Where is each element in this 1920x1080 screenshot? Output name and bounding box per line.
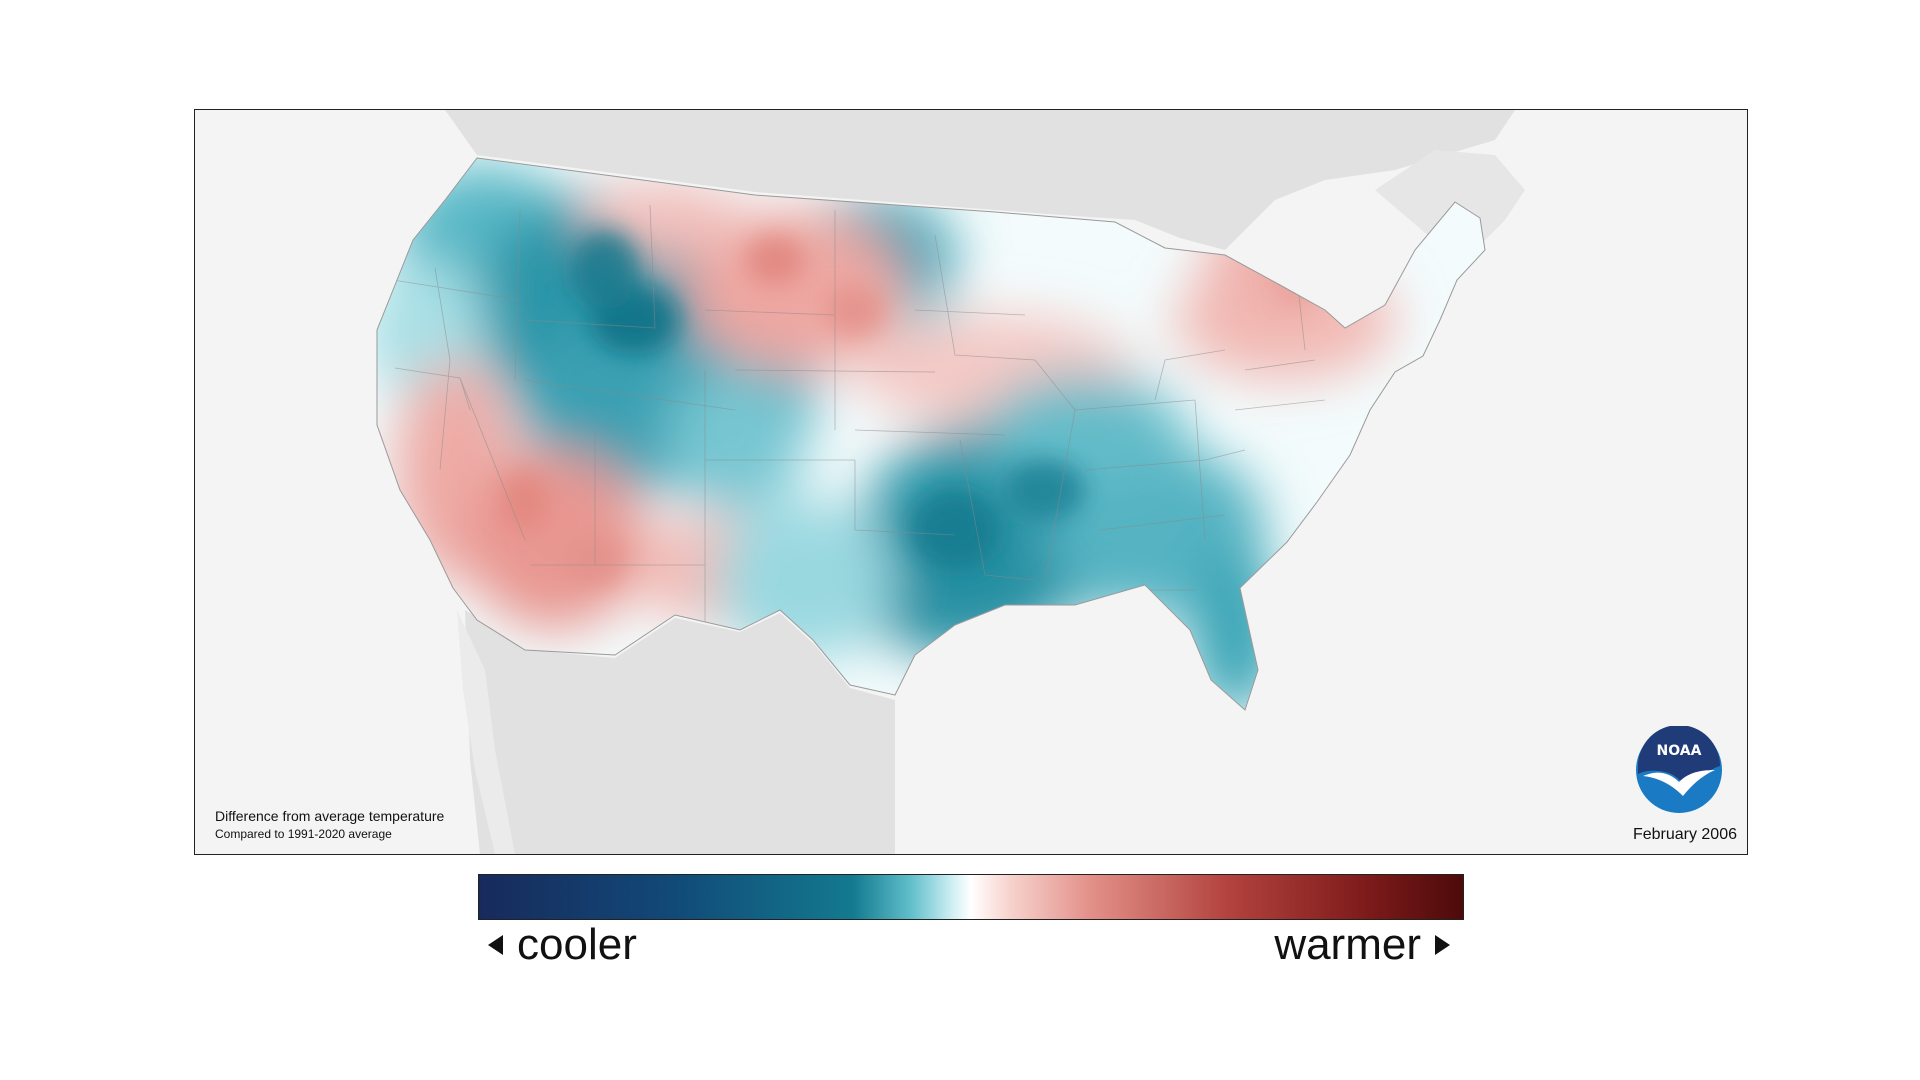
- noaa-logo: NOAA: [1636, 726, 1722, 813]
- colorbar-label-cooler: cooler: [488, 920, 637, 970]
- mexico-land: [457, 610, 895, 854]
- colorbar: [478, 874, 1464, 920]
- cooler-label: cooler: [517, 920, 637, 969]
- canada-land: [445, 110, 1525, 260]
- map-date: February 2006: [1632, 826, 1737, 843]
- us-outline: [376, 157, 1486, 711]
- map-subtitle: Compared to 1991-2020 average: [215, 827, 392, 841]
- temperature-anomaly-map: Difference from average temperature Comp…: [194, 109, 1748, 855]
- noaa-logo-text: NOAA: [1657, 743, 1702, 759]
- warmer-label: warmer: [1274, 920, 1421, 969]
- map-canvas: [376, 110, 1525, 854]
- map-title: Difference from average temperature: [215, 808, 445, 824]
- arrow-right-icon: [1435, 935, 1450, 955]
- colorbar-label-warmer: warmer: [1274, 920, 1450, 970]
- state-boundaries: [379, 204, 1326, 645]
- arrow-left-icon: [488, 935, 503, 955]
